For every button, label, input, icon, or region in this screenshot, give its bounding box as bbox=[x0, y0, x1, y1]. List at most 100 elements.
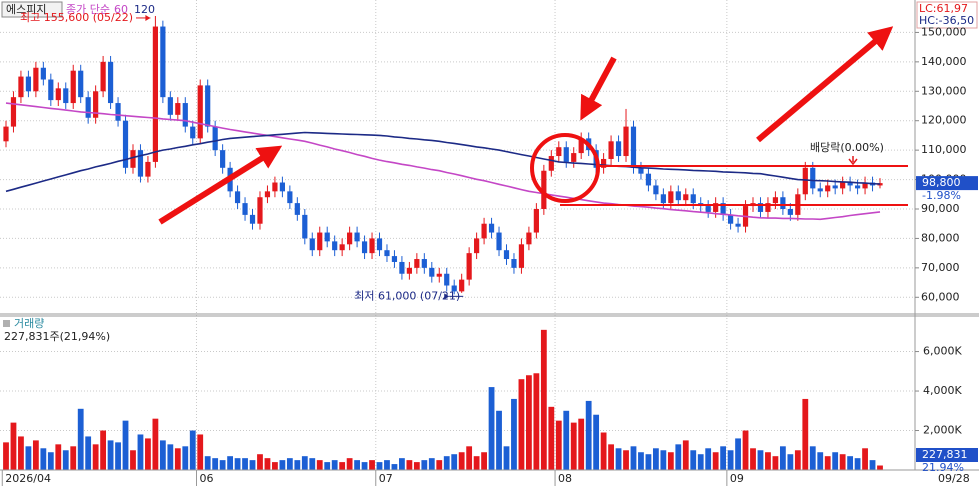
volume-bar bbox=[690, 450, 697, 470]
y-tick-label: 80,000 bbox=[921, 231, 960, 244]
volume-bar bbox=[809, 446, 816, 470]
volume-bar bbox=[62, 450, 69, 470]
x-tick-label: 06 bbox=[199, 472, 213, 485]
volume-bar bbox=[376, 462, 383, 470]
y-tick-label: 60,000 bbox=[921, 290, 960, 303]
candle-body bbox=[122, 120, 129, 168]
candle-body bbox=[257, 197, 263, 224]
volume-bar bbox=[518, 379, 525, 470]
volume-bar bbox=[526, 375, 532, 470]
candle-body bbox=[115, 103, 121, 121]
volume-bar bbox=[301, 456, 308, 470]
candle-body bbox=[481, 223, 487, 239]
candle-body bbox=[810, 167, 816, 189]
candle-body bbox=[399, 261, 405, 274]
candle-body bbox=[601, 158, 607, 168]
plot-layer bbox=[3, 15, 883, 470]
legend-entry: 60 bbox=[114, 3, 128, 16]
volume-bar bbox=[32, 440, 39, 470]
candle-body bbox=[511, 259, 517, 268]
volume-bar bbox=[772, 456, 779, 470]
volume-bar bbox=[249, 460, 256, 470]
volume-bar bbox=[817, 452, 824, 470]
candle-body bbox=[571, 153, 577, 162]
volume-bar bbox=[877, 465, 883, 470]
candle-body bbox=[55, 88, 61, 101]
volume-ratio-label: 21.94% bbox=[922, 461, 964, 474]
candle-body bbox=[526, 232, 532, 245]
last-price-label: 98,800 bbox=[922, 176, 961, 189]
volume-bar bbox=[145, 438, 151, 470]
volume-bar bbox=[630, 446, 637, 470]
candle-body bbox=[287, 191, 293, 204]
candle-body bbox=[451, 285, 457, 292]
candle-body bbox=[713, 203, 719, 212]
candle-body bbox=[772, 197, 779, 204]
volume-bar bbox=[615, 448, 622, 470]
volume-bar bbox=[451, 454, 458, 470]
volume-bar bbox=[645, 454, 652, 470]
volume-bar bbox=[712, 452, 719, 470]
volume-bar bbox=[481, 452, 487, 470]
volume-bar bbox=[757, 450, 764, 470]
y-tick-label: 6,000K bbox=[923, 345, 962, 358]
y-tick-label: 120,000 bbox=[921, 114, 967, 127]
volume-bar bbox=[824, 456, 831, 470]
volume-bar bbox=[399, 458, 405, 470]
candle-body bbox=[167, 97, 173, 115]
candle-body bbox=[623, 126, 629, 157]
y-tick-label: 150,000 bbox=[921, 25, 967, 38]
low-label: 최저 61,000 (07/21) bbox=[354, 289, 460, 302]
candle-body bbox=[361, 241, 368, 254]
volume-bar bbox=[174, 448, 181, 470]
volume-bar bbox=[130, 450, 136, 470]
volume-bar bbox=[159, 440, 166, 470]
change-label: -1.98% bbox=[922, 189, 961, 202]
volume-bar bbox=[369, 460, 375, 470]
volume-bar bbox=[47, 452, 54, 470]
candle-body bbox=[339, 244, 345, 251]
volume-bar bbox=[727, 450, 734, 470]
volume-bar bbox=[406, 460, 413, 470]
candle-body bbox=[18, 76, 24, 98]
candle-body bbox=[272, 182, 278, 192]
candle-body bbox=[735, 223, 741, 227]
candle-body bbox=[242, 203, 248, 215]
candle-body bbox=[840, 182, 846, 189]
volume-bar bbox=[77, 408, 84, 470]
candle-body bbox=[85, 97, 91, 118]
volume-bar bbox=[548, 406, 555, 470]
security-box[interactable] bbox=[1, 1, 63, 18]
y-tick-label: 140,000 bbox=[921, 55, 967, 68]
candle-body bbox=[436, 273, 442, 277]
annotation-arrow bbox=[756, 26, 894, 143]
candle-body bbox=[160, 26, 166, 98]
candle-body bbox=[705, 206, 711, 212]
security-name[interactable]: 에스피지 bbox=[6, 3, 46, 16]
candle-body bbox=[70, 70, 76, 104]
candle-body bbox=[757, 203, 764, 212]
y-tick-label: 110,000 bbox=[921, 143, 967, 156]
legend-entry: 120 bbox=[134, 3, 155, 16]
y-tick-label: 4,000K bbox=[923, 384, 962, 397]
candle-body bbox=[309, 238, 315, 251]
volume-bar bbox=[18, 436, 24, 470]
volume-bar bbox=[421, 460, 428, 470]
volume-bar bbox=[286, 458, 293, 470]
volume-bar bbox=[779, 446, 786, 470]
annotation-arrow bbox=[158, 145, 283, 225]
volume-bar bbox=[443, 456, 450, 470]
volume-bar bbox=[765, 452, 771, 470]
volume-bar bbox=[294, 460, 301, 470]
volume-bar bbox=[167, 444, 174, 470]
last-volume-box bbox=[916, 448, 978, 462]
volume-bar bbox=[832, 452, 839, 470]
volume-bar bbox=[152, 418, 159, 470]
candle-body bbox=[175, 103, 181, 115]
volume-bar bbox=[212, 458, 219, 470]
volume-bar bbox=[742, 430, 749, 470]
x-tick-label: 2026/04 bbox=[5, 472, 51, 485]
candle-body bbox=[354, 232, 360, 242]
volume-bar bbox=[593, 414, 600, 470]
